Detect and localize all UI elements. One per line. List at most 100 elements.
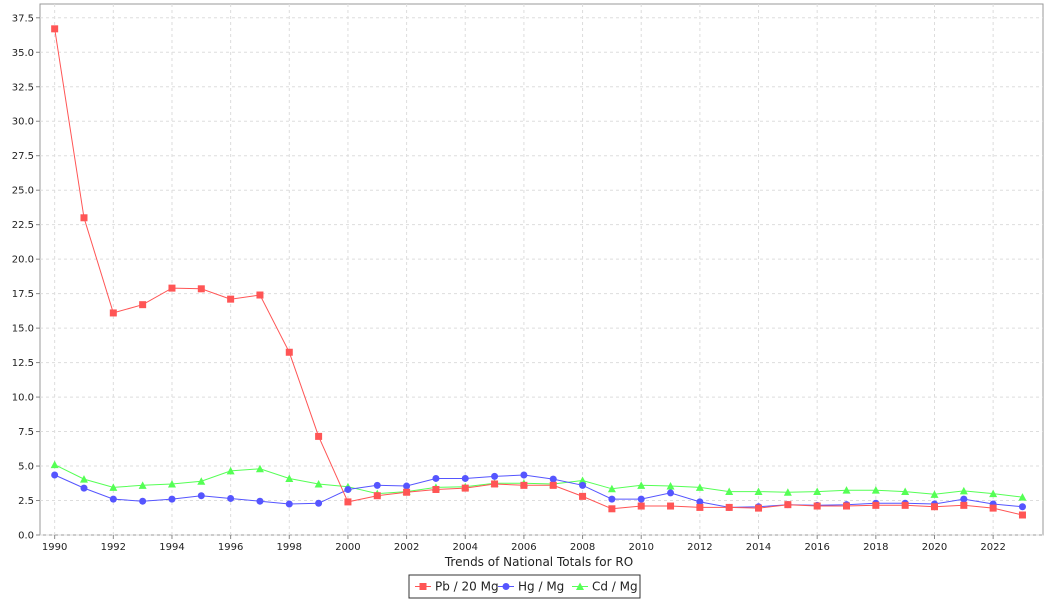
data-point	[549, 481, 557, 489]
data-point	[549, 475, 557, 483]
data-point	[51, 471, 59, 479]
x-tick-label: 2020	[922, 542, 947, 553]
data-point	[227, 295, 235, 303]
legend-marker	[576, 582, 584, 590]
data-point	[579, 492, 587, 500]
data-point	[79, 475, 88, 483]
data-point	[1018, 511, 1026, 519]
x-tick-label: 2006	[511, 542, 536, 553]
data-point	[51, 25, 59, 33]
data-point	[109, 495, 117, 503]
series-line	[54, 28, 1023, 516]
x-tick-label: 2018	[863, 542, 888, 553]
x-tick-label: 2002	[394, 542, 419, 553]
data-point	[695, 483, 704, 491]
y-tick-label: 10.0	[12, 393, 34, 404]
data-point	[373, 492, 381, 500]
data-point	[285, 474, 294, 482]
legend-label: Cd / Mg	[592, 580, 638, 594]
data-point	[315, 499, 323, 507]
data-point	[579, 481, 587, 489]
data-point	[491, 472, 499, 480]
data-point	[930, 503, 938, 511]
data-point	[256, 497, 264, 505]
data-point	[432, 485, 440, 493]
data-point	[607, 484, 616, 493]
y-tick-label: 22.5	[12, 220, 34, 231]
y-tick-label: 12.5	[12, 358, 34, 369]
x-tick-label: 1996	[218, 542, 243, 553]
x-tick-label: 2016	[804, 542, 829, 553]
y-tick-label: 30.0	[12, 117, 34, 128]
plot-area	[39, 3, 1044, 536]
data-point	[285, 348, 293, 356]
x-tick-label: 2014	[746, 542, 771, 553]
data-point	[960, 501, 968, 509]
data-point	[80, 484, 88, 492]
data-point	[403, 482, 411, 490]
legend-label: Hg / Mg	[518, 580, 564, 594]
data-point	[167, 479, 176, 488]
x-tick-label: 2010	[628, 542, 653, 553]
data-point	[666, 482, 675, 490]
y-tick-label: 17.5	[12, 289, 34, 300]
data-point	[813, 487, 822, 496]
data-point	[139, 497, 147, 505]
x-tick-label: 1990	[42, 542, 67, 553]
series-layer	[50, 25, 1027, 519]
data-point	[226, 466, 235, 475]
y-tick-label: 35.0	[12, 48, 34, 59]
data-point	[1018, 493, 1027, 501]
data-point	[667, 489, 675, 497]
legend-item: Cd / Mg	[572, 580, 638, 594]
legend-item: Pb / 20 Mg	[415, 580, 499, 594]
x-tick-label: 1994	[159, 542, 184, 553]
data-point	[197, 492, 205, 500]
data-point	[608, 495, 616, 503]
data-point	[403, 488, 411, 496]
data-point	[842, 486, 851, 494]
y-tick-label: 27.5	[12, 151, 34, 162]
y-tick-label: 2.5	[18, 496, 34, 507]
y-tick-label: 5.0	[18, 462, 34, 473]
y-tick-label: 37.5	[12, 13, 34, 24]
data-point	[637, 481, 646, 489]
data-point	[491, 480, 499, 488]
legend-box	[408, 574, 641, 599]
legend-marker	[502, 583, 510, 590]
data-point	[461, 484, 469, 492]
data-point	[168, 495, 176, 503]
data-point	[667, 502, 675, 510]
data-point	[520, 471, 528, 479]
data-point	[168, 284, 176, 292]
data-point	[608, 505, 616, 513]
data-point	[578, 476, 587, 485]
data-point	[989, 504, 997, 512]
data-point	[989, 489, 998, 498]
data-point	[755, 504, 763, 512]
data-point	[109, 309, 117, 317]
legend: Pb / 20 Mg Hg / Mg Cd / Mg	[408, 574, 641, 599]
data-point	[197, 477, 206, 485]
data-point	[725, 487, 734, 496]
legend-label: Pb / 20 Mg	[435, 580, 499, 594]
x-tick-label: 2004	[453, 542, 478, 553]
data-point	[256, 291, 264, 299]
data-point	[696, 503, 704, 511]
x-tick-label: 1992	[101, 542, 126, 553]
data-point	[315, 432, 323, 440]
data-point	[872, 501, 880, 509]
data-point	[373, 481, 381, 489]
data-point	[432, 474, 440, 482]
data-point	[344, 485, 352, 493]
data-point	[255, 464, 264, 473]
x-tick-label: 2022	[980, 542, 1005, 553]
data-point	[285, 500, 293, 508]
legend-marker	[419, 583, 427, 590]
data-point	[139, 301, 147, 309]
data-point	[696, 498, 704, 506]
series-line	[54, 464, 1023, 498]
data-point	[930, 490, 939, 498]
data-point	[138, 481, 147, 489]
x-tick-label: 1998	[277, 542, 302, 553]
